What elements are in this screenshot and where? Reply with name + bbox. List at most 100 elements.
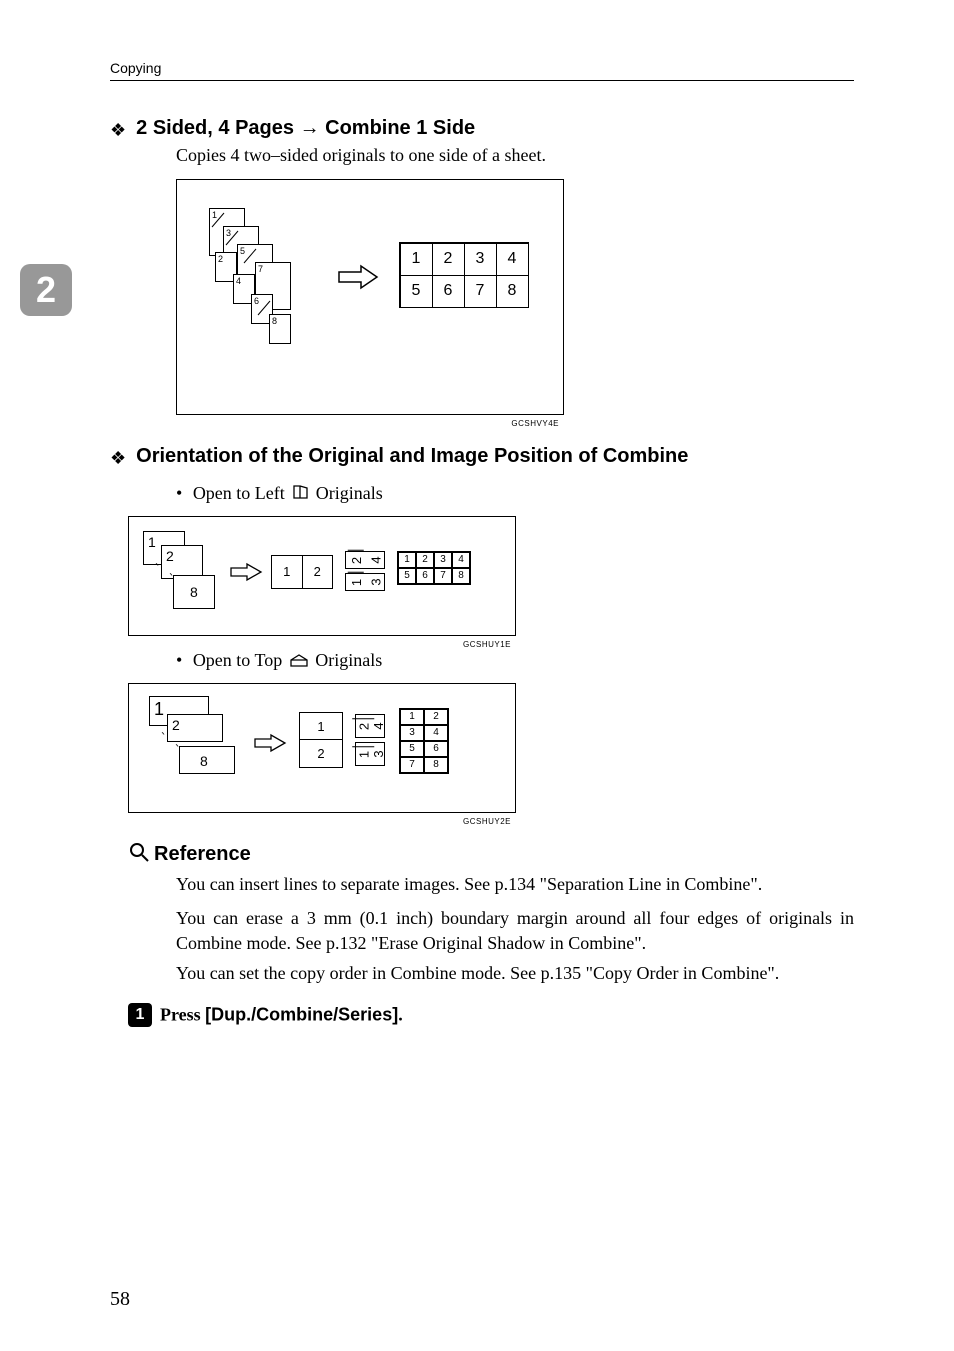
cell-val: 2 xyxy=(416,552,434,568)
tick-icon: ` xyxy=(160,731,167,745)
grid-cell: 8 xyxy=(496,275,529,308)
col-cell: 1 2 xyxy=(299,712,343,768)
tick-icon: ` xyxy=(154,562,161,576)
rot-cell: 2 4 xyxy=(355,714,385,738)
step-prefix: Press xyxy=(160,1005,205,1025)
diagram-open-top: 1 2 ` 8 ` 1 2 2 4 1 3 1 2 3 4 5 6 7 8 GC… xyxy=(128,683,516,813)
cell-val: 8 xyxy=(424,757,448,773)
section1-heading: ❖ 2 Sided, 4 Pages → Combine 1 Side xyxy=(110,117,854,141)
stack-num: 2 xyxy=(218,254,223,264)
cell-val: 7 xyxy=(434,568,452,584)
diagram-id-label: GCSHUY1E xyxy=(463,640,511,649)
small-grid: 1 2 3 4 5 6 7 8 xyxy=(397,551,471,585)
grid-cell: 5 xyxy=(400,275,433,308)
cell-val: 1 xyxy=(398,552,416,568)
section2-heading: ❖ Orientation of the Original and Image … xyxy=(110,445,854,469)
bullet-text: Open to Top xyxy=(193,650,287,670)
right-arrow-icon xyxy=(229,561,263,583)
cell-val: 4 xyxy=(424,725,448,741)
leaf-line-icon xyxy=(210,209,226,229)
cell-val: 1 xyxy=(348,572,364,592)
bullet-text: Open to Left xyxy=(193,483,289,503)
header-section-label: Copying xyxy=(110,60,854,76)
section2-title: Orientation of the Original and Image Po… xyxy=(136,445,688,467)
cell-val: 2 xyxy=(348,550,364,570)
bullet-open-to-top: • Open to Top Originals xyxy=(176,650,854,673)
cell-val: 1 xyxy=(300,713,342,741)
rot-cell: 1 3 xyxy=(345,573,385,591)
book-open-left-icon xyxy=(291,483,309,506)
grid-cell: 6 xyxy=(432,275,465,308)
cell-val: 2 xyxy=(300,740,342,767)
small-grid: 1 2 3 4 5 6 7 8 xyxy=(399,708,449,774)
overlay-num: 8 xyxy=(190,584,198,600)
reference-title: Reference xyxy=(154,843,251,865)
section1-title-suffix: Combine 1 Side xyxy=(325,117,475,139)
output-grid: 1 2 3 4 5 6 7 8 xyxy=(399,242,529,308)
leaf-line-icon xyxy=(224,227,240,247)
overlay-num: 1 xyxy=(154,699,164,720)
cell-val: 4 xyxy=(366,719,388,733)
grid-cell: 2 xyxy=(432,243,465,276)
step-number-badge: 1 xyxy=(128,1003,152,1027)
reference-heading: Reference xyxy=(110,841,854,868)
step-suffix: . xyxy=(398,1005,403,1025)
diagram-id-label: GCSHUY2E xyxy=(463,817,511,826)
overlay-num: 8 xyxy=(200,753,208,769)
stack-num: 8 xyxy=(272,316,277,326)
bullet-icon: • xyxy=(176,483,182,503)
page-number: 58 xyxy=(110,1288,130,1311)
cell-val: 8 xyxy=(452,568,470,584)
cell-val: 1 xyxy=(400,709,424,725)
cell-val: 6 xyxy=(424,741,448,757)
diagram-id-label: GCSHVY4E xyxy=(511,419,559,428)
book-open-top-icon xyxy=(289,652,309,673)
diagram-open-left: 1 2 ` 8 ` 1 2 2 4 1 3 1 2 3 4 5 6 7 8 GC… xyxy=(128,516,516,636)
section-tab: 2 xyxy=(20,264,72,316)
overlay-num: 1 xyxy=(148,534,156,550)
bullet-icon: • xyxy=(176,650,182,670)
reference-p1: You can insert lines to separate images.… xyxy=(176,872,854,896)
grid-cell: 4 xyxy=(496,243,529,276)
tick-icon: ` xyxy=(174,743,181,757)
arrow-icon: → xyxy=(300,117,320,139)
cell-val: 2 xyxy=(303,556,333,588)
reference-p3: You can set the copy order in Combine mo… xyxy=(176,961,854,985)
pair-cell: 1 2 xyxy=(271,555,333,589)
cell-val: 3 xyxy=(400,725,424,741)
step-1: 1 Press [Dup./Combine/Series]. xyxy=(128,1003,854,1027)
cell-val: 3 xyxy=(434,552,452,568)
step-button-label: [Dup./Combine/Series] xyxy=(205,1005,398,1025)
cell-val: 3 xyxy=(366,747,388,761)
rot-cell: 2 4 xyxy=(345,551,385,569)
cell-val: 1 xyxy=(272,556,303,588)
cell-val: 5 xyxy=(400,741,424,757)
stack-num: 4 xyxy=(236,276,241,286)
right-arrow-icon xyxy=(337,262,379,292)
diamond-icon: ❖ xyxy=(110,448,126,469)
reference-p2: You can erase a 3 mm (0.1 inch) boundary… xyxy=(176,906,854,955)
section1-title-prefix: 2 Sided, 4 Pages xyxy=(136,117,294,139)
cell-val: 2 xyxy=(424,709,448,725)
leaf-line-icon xyxy=(256,297,272,317)
right-arrow-icon xyxy=(253,732,287,754)
diamond-icon: ❖ xyxy=(110,120,126,141)
cell-val: 5 xyxy=(398,568,416,584)
overlay-num: 2 xyxy=(172,717,180,733)
rot-cell: 1 3 xyxy=(355,742,385,766)
leaf-line-icon xyxy=(242,245,258,265)
tick-icon: ` xyxy=(168,572,175,586)
cell-val: 6 xyxy=(416,568,434,584)
overlay-num: 2 xyxy=(166,548,174,564)
bullet-open-to-left: • Open to Left Originals xyxy=(176,483,854,506)
cell-val: 3 xyxy=(367,573,383,592)
grid-cell: 1 xyxy=(400,243,433,276)
stack-num: 7 xyxy=(258,264,263,274)
grid-cell: 7 xyxy=(464,275,497,308)
cell-val: 4 xyxy=(367,551,383,570)
magnifier-icon xyxy=(128,841,150,868)
diagram-2sided-combine: 1 3 2 5 4 7 6 8 1 2 3 4 5 6 7 8 GCSHVY4E xyxy=(176,179,564,415)
cell-val: 4 xyxy=(452,552,470,568)
grid-cell: 3 xyxy=(464,243,497,276)
header-rule xyxy=(110,80,854,81)
